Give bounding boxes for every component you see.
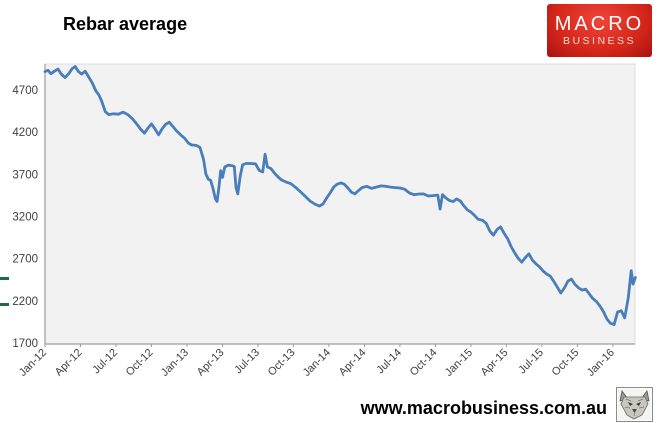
x-tick-label: Oct-12 (124, 347, 156, 379)
x-tick-label: Jan-15 (443, 347, 475, 379)
y-tick-label: 2700 (12, 254, 38, 266)
x-tick-label: Oct-14 (408, 347, 440, 379)
y-tick-label: 3200 (12, 212, 38, 224)
left-edge-mark-upper (0, 277, 9, 280)
rebar-average-series-line (43, 65, 637, 327)
x-tick-label: Jan-13 (159, 347, 191, 379)
x-tick-label: Jul-14 (374, 347, 404, 377)
x-tick-label: Jan-16 (585, 347, 617, 379)
logo-text-macro: MACRO (554, 13, 645, 35)
x-tick-label: Oct-13 (266, 347, 298, 379)
x-tick-label: Oct-15 (550, 347, 582, 379)
x-tick-label: Apr-12 (53, 347, 85, 379)
chart-title: Rebar average (63, 14, 188, 34)
y-tick-label: 3700 (12, 169, 38, 181)
footer-url-link[interactable]: www.macrobusiness.com.au (360, 398, 607, 418)
y-tick-label: 2200 (12, 296, 38, 308)
x-tick-label: Jul-13 (232, 347, 262, 377)
x-tick-label: Apr-15 (479, 347, 511, 379)
plot-area (44, 63, 636, 345)
y-tick-label: 1700 (12, 338, 38, 350)
left-edge-mark-lower (0, 303, 9, 306)
x-tick-label: Jul-12 (90, 347, 120, 377)
x-tick-label: Apr-13 (195, 347, 227, 379)
x-tick-label: Jan-14 (301, 347, 333, 379)
logo-text-business: BUSINESS (562, 35, 637, 47)
x-tick-label: Jul-15 (516, 347, 546, 377)
macrobusiness-logo[interactable]: MACRO BUSINESS (547, 4, 652, 57)
x-tick-label: Jan-12 (17, 347, 49, 379)
y-tick-label: 4700 (12, 85, 38, 97)
y-tick-label: 4200 (12, 127, 38, 139)
wolf-logo-icon (616, 387, 653, 422)
x-tick-label: Apr-14 (337, 347, 369, 379)
